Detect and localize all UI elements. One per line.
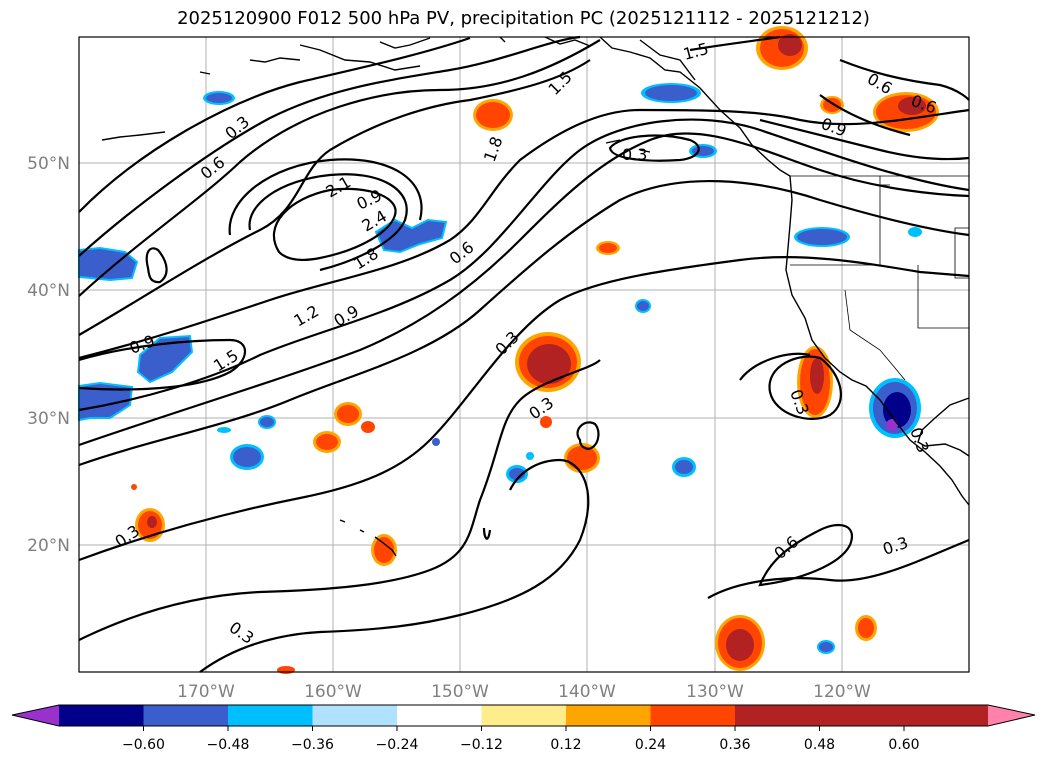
colorbar-tick-label: 0.48 bbox=[804, 737, 835, 753]
colorbar-extend-low bbox=[12, 705, 59, 726]
precip-patch bbox=[78, 246, 139, 282]
contour-label: 0.6 bbox=[864, 69, 896, 98]
colorbar-segment bbox=[481, 705, 566, 726]
lat-labels: 50°N 40°N 30°N 20°N bbox=[27, 154, 70, 556]
precip-patch bbox=[334, 402, 362, 426]
lon-label: 140°W bbox=[558, 682, 616, 702]
precip-patch bbox=[641, 83, 701, 103]
precip-patch bbox=[797, 346, 833, 418]
colorbar-segment bbox=[228, 705, 313, 726]
contour-label: 0.3 bbox=[622, 145, 647, 164]
colorbar-segment bbox=[735, 705, 820, 726]
lon-label: 130°W bbox=[686, 682, 744, 702]
precip-patch bbox=[794, 227, 850, 247]
colorbar-extend-high bbox=[988, 705, 1035, 726]
colorbar-tick-label: −0.24 bbox=[376, 737, 419, 753]
colorbar-tick-label: 0.12 bbox=[550, 737, 581, 753]
precip-patch bbox=[371, 534, 397, 566]
colorbar-segment bbox=[650, 705, 735, 726]
lon-label: 160°W bbox=[304, 682, 362, 702]
precip-patch bbox=[869, 378, 921, 438]
contour-label: 1.2 bbox=[291, 301, 323, 330]
colorbar-segment bbox=[819, 705, 904, 726]
precip-patch bbox=[756, 26, 808, 70]
colorbar-segment bbox=[312, 705, 397, 726]
precip-patch bbox=[230, 444, 264, 470]
contour-label: 0.3 bbox=[880, 533, 910, 559]
colorbar-segment bbox=[59, 705, 144, 726]
colorbar: −0.60 −0.48 −0.36 −0.24 −0.12 0.12 0.24 0.36 0.4… bbox=[11, 704, 1036, 753]
colorbar-tick-label: −0.36 bbox=[291, 737, 334, 753]
contour-label: 1.5 bbox=[210, 346, 242, 376]
contour-label: 0.6 bbox=[197, 153, 229, 184]
contour-label: 0.3 bbox=[906, 425, 933, 455]
figure-title: 2025120900 F012 500 hPa PV, precipitatio… bbox=[177, 8, 870, 29]
precip-patch bbox=[203, 91, 235, 105]
contour-label: 0.6 bbox=[770, 532, 802, 563]
lon-label: 170°W bbox=[177, 682, 235, 702]
colorbar-tick-label: −0.60 bbox=[122, 737, 165, 753]
colorbar-tick-label: 0.36 bbox=[719, 737, 750, 753]
colorbar-outline bbox=[11, 704, 1036, 727]
contour-label: 0.3 bbox=[221, 112, 253, 143]
pv-contours bbox=[78, 35, 970, 673]
precip-patch bbox=[78, 381, 134, 422]
precip-patch bbox=[855, 615, 877, 641]
lat-label: 40°N bbox=[27, 281, 70, 301]
colorbar-tick-label: −0.12 bbox=[460, 737, 503, 753]
contour-label: 0.3 bbox=[226, 618, 258, 648]
lon-label: 150°W bbox=[431, 682, 489, 702]
contour-label: 1.5 bbox=[681, 39, 711, 64]
precip-patch bbox=[136, 334, 194, 384]
precip-patch bbox=[473, 99, 513, 131]
contour-label: 1.5 bbox=[544, 67, 575, 98]
contour-label: 0.3 bbox=[525, 393, 557, 423]
map-frame bbox=[78, 36, 970, 673]
contour-label: 1.8 bbox=[480, 134, 507, 164]
colorbar-ticks: −0.60 −0.48 −0.36 −0.24 −0.12 0.12 0.24 0.36 0.4… bbox=[122, 726, 920, 753]
precip-patch bbox=[313, 431, 341, 453]
colorbar-tick-label: 0.24 bbox=[635, 737, 666, 753]
lon-label: 120°W bbox=[813, 682, 871, 702]
colorbar-segment bbox=[397, 705, 482, 726]
coastlines bbox=[101, 36, 970, 557]
colorbar-tick-label: −0.48 bbox=[207, 737, 250, 753]
precip-patch bbox=[596, 241, 620, 255]
colorbar-segment bbox=[566, 705, 651, 726]
colorbar-segment bbox=[143, 705, 228, 726]
contour-label: 2.1 bbox=[323, 172, 355, 201]
precip-patch bbox=[715, 615, 765, 671]
lat-label: 30°N bbox=[27, 409, 70, 429]
colorbar-tick-label: 0.60 bbox=[888, 737, 919, 753]
lat-label: 50°N bbox=[27, 154, 70, 174]
colorbar-segment bbox=[904, 705, 988, 726]
contour-label: 0.9 bbox=[331, 301, 363, 330]
lat-label: 20°N bbox=[27, 536, 70, 556]
lon-labels: 170°W 160°W 150°W 140°W 130°W 120°W bbox=[177, 682, 871, 702]
